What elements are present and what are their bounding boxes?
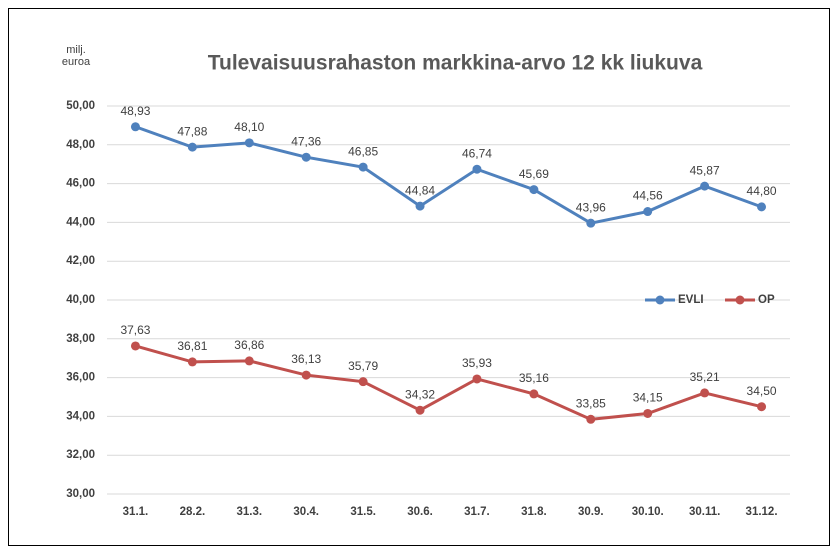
data-point	[187, 142, 197, 152]
data-point	[472, 374, 482, 384]
series-line	[135, 344, 762, 421]
data-label: 45,69	[519, 167, 549, 181]
y-tick-label: 50,00	[66, 100, 95, 112]
data-label: 35,79	[348, 359, 378, 373]
x-tick-label: 31.12.	[746, 506, 778, 518]
data-point	[700, 181, 710, 191]
x-tick-label: 30.9.	[578, 506, 604, 518]
data-point	[700, 388, 710, 398]
data-point	[757, 202, 767, 212]
data-label: 35,21	[690, 370, 720, 384]
data-point	[301, 152, 311, 162]
legend-label: EVLI	[678, 294, 704, 306]
data-label: 34,15	[633, 391, 663, 405]
y-tick-label: 40,00	[66, 294, 95, 306]
data-label: 33,85	[576, 396, 606, 410]
x-tick-label: 31.5.	[350, 506, 376, 518]
data-label: 47,88	[177, 124, 207, 138]
data-point	[244, 356, 254, 366]
data-label: 46,85	[348, 144, 378, 158]
x-tick-label: 28.2.	[180, 506, 206, 518]
x-tick-label: 31.8.	[521, 506, 547, 518]
data-point	[130, 341, 140, 351]
data-point	[187, 357, 197, 367]
y-tick-label: 48,00	[66, 139, 95, 151]
legend-label: OP	[758, 294, 775, 306]
x-tick-label: 31.1.	[123, 506, 149, 518]
x-tick-label: 31.7.	[464, 506, 490, 518]
x-tick-label: 30.6.	[407, 506, 433, 518]
data-label: 35,16	[519, 371, 549, 385]
data-point	[643, 408, 653, 418]
data-label: 46,74	[462, 146, 492, 160]
y-tick-label: 36,00	[66, 372, 95, 384]
x-tick-label: 30.11.	[689, 506, 720, 518]
legend-marker	[735, 295, 745, 305]
series-line	[134, 125, 763, 225]
data-label: 35,93	[462, 356, 492, 370]
y-tick-label: 38,00	[66, 333, 95, 345]
data-point	[301, 370, 311, 380]
legend-marker	[655, 295, 665, 305]
chart-border	[8, 8, 830, 546]
data-label: 44,84	[405, 183, 435, 197]
y-tick-label: 32,00	[66, 449, 95, 461]
data-point	[529, 185, 539, 195]
y-tick-label: 42,00	[66, 255, 95, 267]
data-point	[472, 164, 482, 174]
y-tick-label: 34,00	[66, 410, 95, 422]
x-tick-label: 31.3.	[237, 506, 263, 518]
data-point	[757, 402, 767, 412]
data-point	[415, 201, 425, 211]
data-point	[130, 122, 140, 132]
data-point	[643, 207, 653, 217]
data-label: 36,86	[234, 338, 264, 352]
data-label: 48,93	[120, 104, 150, 118]
data-label: 43,96	[576, 200, 606, 214]
data-label: 34,50	[747, 384, 777, 398]
y-axis-label: milj. euroa	[61, 44, 91, 68]
y-tick-label: 44,00	[66, 216, 95, 228]
data-point	[586, 218, 596, 228]
data-label: 45,87	[690, 163, 720, 177]
data-point	[529, 389, 539, 399]
data-point	[586, 414, 596, 424]
x-tick-label: 30.4.	[293, 506, 319, 518]
data-point	[358, 377, 368, 387]
y-tick-label: 30,00	[66, 488, 95, 500]
data-point	[244, 138, 254, 148]
data-label: 34,32	[405, 387, 435, 401]
data-label: 44,56	[633, 189, 663, 203]
x-tick-label: 30.10.	[632, 506, 664, 518]
data-label: 36,13	[291, 352, 321, 366]
data-label: 44,80	[747, 184, 777, 198]
y-tick-label: 46,00	[66, 178, 95, 190]
chart-title: Tulevaisuusrahaston markkina-arvo 12 kk …	[208, 52, 703, 75]
data-label: 36,81	[177, 339, 207, 353]
data-label: 47,36	[291, 134, 321, 148]
data-label: 48,10	[234, 120, 264, 134]
data-label: 37,63	[120, 323, 150, 337]
data-point	[415, 405, 425, 415]
data-point	[358, 162, 368, 172]
